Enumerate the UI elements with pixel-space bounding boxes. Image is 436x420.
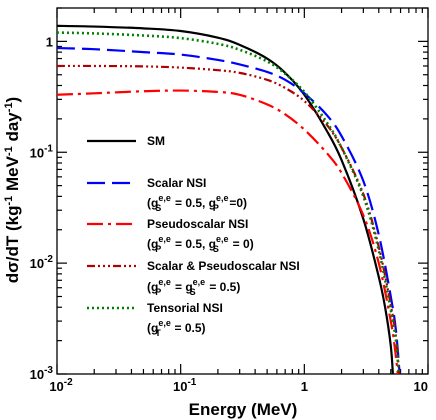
legend-label: SM: [147, 134, 165, 148]
series-sm: [56, 24, 394, 375]
y-tick-label: 10-3: [30, 365, 54, 382]
series-pseudoscalar-nsi: [56, 89, 399, 375]
legend-label: Scalar NSI: [147, 176, 206, 190]
y-tick-label: 10-2: [30, 254, 54, 271]
x-tick-label: 10-2: [49, 377, 73, 394]
legend-label: Tensorial NSI: [147, 301, 223, 315]
legend-sublabel: (ge,e P = ge,e S = 0.5): [147, 277, 240, 297]
x-tick-label: 10-1: [173, 377, 197, 394]
x-tick-label: 10: [414, 379, 428, 394]
y-tick-label: 10-1: [30, 143, 54, 160]
x-axis-title: Energy (MeV): [189, 400, 298, 419]
series-scalar-pseudoscalar-nsi: [56, 64, 401, 375]
series-scalar-nsi: [56, 46, 401, 375]
legend-sublabel: (ge,e P = 0.5, ge,e S = 0): [147, 234, 254, 254]
y-tick-label: 1: [46, 34, 53, 49]
legend-label: Pseudoscalar NSI: [147, 217, 248, 231]
legend-sublabel: (ge,e S = 0.5, ge,e P =0): [147, 193, 247, 213]
y-axis-title: dσ/dT (kg-1 MeV-1 day-1): [3, 97, 22, 283]
x-tick-label: 1: [301, 379, 308, 394]
legend-label: Scalar & Pseudoscalar NSI: [147, 259, 300, 273]
legend: SM Scalar NSI (ge,e S = 0.5, ge,e P =0) Pseudo…: [87, 134, 300, 338]
legend-sublabel: (ge,e T = 0.5): [147, 318, 206, 338]
series-tensorial-nsi: [56, 31, 401, 375]
axis-ticks: [56, 7, 429, 375]
plot-frame: [56, 7, 429, 375]
series-group: [56, 24, 401, 375]
